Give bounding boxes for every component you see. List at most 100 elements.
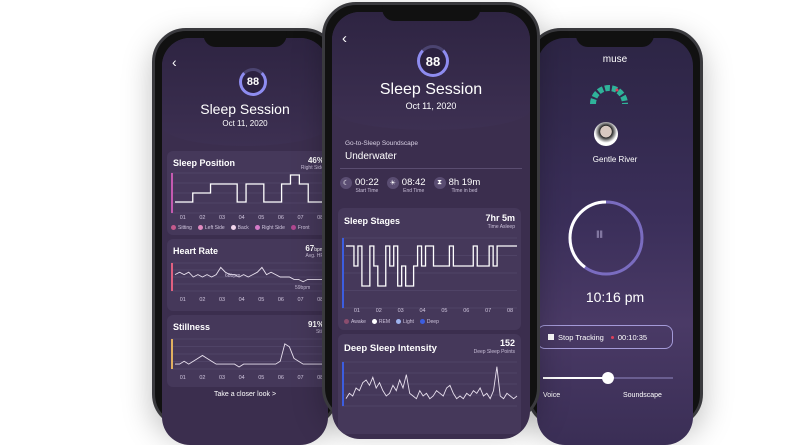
tick-label: 05 [258, 215, 265, 221]
tick-label: 02 [375, 308, 382, 314]
deep-sleep-chart [342, 361, 518, 407]
legend-label: Left Side [204, 225, 225, 231]
pause-icon[interactable]: ⏸ [595, 224, 604, 244]
tick-label: 05 [441, 308, 448, 314]
card-title: Sleep Stages [344, 216, 401, 226]
sleep-score-badge: 88 [417, 45, 449, 77]
tick-label: 03 [397, 308, 404, 314]
back-button[interactable]: ‹ [342, 30, 347, 47]
series-line [174, 266, 326, 283]
legend-swatch [254, 225, 260, 231]
legend-swatch [230, 225, 236, 231]
card-sub: Avg. HR [305, 253, 324, 259]
tick-label: 06 [277, 375, 284, 381]
slider-right-label: Soundscape [623, 392, 662, 399]
tick-label: 03 [219, 215, 226, 221]
legend-label: Light [403, 319, 414, 325]
tick-label: 01 [179, 297, 186, 303]
tick-label: 05 [258, 375, 265, 381]
tick-label: 05 [258, 297, 265, 303]
legend-item: Sitting [171, 225, 192, 231]
tick-label: 06 [277, 215, 284, 221]
stop-tracking-button[interactable]: Stop Tracking 00:10:35 [537, 325, 673, 349]
card-value: 7hr 5m [485, 213, 515, 223]
tick-label: 03 [219, 375, 226, 381]
legend-swatch [371, 319, 377, 325]
artist-name: Gentle River [592, 155, 638, 164]
card-title: Sleep Position [173, 158, 236, 168]
series-line [175, 174, 326, 203]
x-axis-ticks: 01 02 03 04 05 06 07 08 [173, 297, 328, 303]
tick-label: 01 [179, 375, 186, 381]
current-time: 10:16 pm [585, 289, 645, 305]
left-screen: ‹ 88 Sleep Session Oct 11, 2020 Sleep Po… [162, 38, 328, 445]
unit: bpm [314, 247, 324, 253]
tick-label: 03 [219, 297, 226, 303]
sleep-stages-card[interactable]: Sleep Stages 7hr 5m Time Asleep 01 02 03 04… [338, 208, 521, 330]
tick-label: 02 [199, 375, 206, 381]
sun-icon: ☀ [386, 177, 399, 189]
tick-label: 01 [179, 215, 186, 221]
tick-label: 04 [238, 215, 245, 221]
notch [382, 5, 480, 21]
middle-screen: ‹ 88 Sleep Session Oct 11, 2020 Go-to-Sl… [332, 12, 530, 439]
slider-fill [543, 377, 608, 379]
tick-label: 04 [238, 297, 245, 303]
tick-label: 02 [199, 297, 206, 303]
headband-icon [590, 85, 628, 105]
middle-phone: ‹ 88 Sleep Session Oct 11, 2020 Go-to-Sl… [322, 2, 540, 439]
tick-label: 01 [353, 308, 360, 314]
back-button[interactable]: ‹ [172, 54, 177, 70]
tick-label: 04 [419, 308, 426, 314]
slider-left-label: Voice [543, 392, 561, 399]
tick-label: 06 [277, 297, 284, 303]
legend-swatch [171, 225, 176, 231]
right-screen: muse Gentle River ⏸ 10:16 pm Stop Tracki… [537, 38, 693, 445]
divider [340, 168, 522, 169]
legend-item: Left Side [197, 225, 225, 231]
card-value: 67 [305, 244, 315, 253]
moon-icon: ☾ [340, 177, 352, 189]
stillness-card[interactable]: Stillness 91% Still 01 02 03 04 05 06 07 08 [167, 315, 328, 387]
legend-item: Awake [344, 319, 366, 325]
legend-item: Right Side [254, 225, 285, 231]
heart-rate-card[interactable]: Heart Rate 67bpm Avg. HR 68bpm 59bpm 01 0… [167, 239, 328, 311]
tick-label: 06 [463, 308, 470, 314]
soundscape-value[interactable]: Underwater [345, 151, 397, 162]
sleep-position-chart [171, 172, 326, 214]
tick-label: 08 [507, 308, 514, 314]
legend: Sitting Left Side Back Right Side Front [171, 225, 310, 231]
timer-progress [568, 200, 644, 276]
soundscape-label: Go-to-Sleep Soundscape [345, 140, 418, 147]
tick-label: 04 [238, 375, 245, 381]
legend-swatch [396, 319, 402, 325]
tick-label: 08 [317, 215, 324, 221]
axis-color-bar [342, 362, 344, 406]
time-label: End Time [403, 188, 425, 194]
x-axis-ticks: 01 02 03 04 05 06 07 08 [173, 375, 328, 381]
time-label: Start Time [355, 188, 379, 194]
card-sub: Still [315, 329, 324, 335]
take-closer-look-link[interactable]: Take a closer look > [213, 391, 277, 398]
deep-sleep-card[interactable]: Deep Sleep Intensity 152 Deep Sleep Poin… [338, 334, 521, 434]
sleep-position-card[interactable]: Sleep Position 46% Right Side 01 02 03 04 05… [167, 151, 328, 235]
legend-label: Back [237, 225, 249, 231]
annotation: 59bpm [295, 285, 311, 291]
session-date: Oct 11, 2020 [405, 101, 457, 111]
slider-knob[interactable] [602, 372, 614, 384]
axis-color-bar [171, 339, 173, 369]
tick-label: 07 [297, 215, 304, 221]
legend-item: Front [290, 225, 310, 231]
voice-soundscape-slider[interactable] [543, 372, 673, 384]
card-value: 152 [499, 338, 515, 348]
recording-dot-icon [610, 335, 614, 339]
legend-item: REM [371, 319, 390, 325]
legend-label: Deep [426, 319, 439, 325]
time-stat: ☾ 00:22 Start Time [340, 177, 379, 194]
legend-item: Back [230, 225, 249, 231]
tick-label: 07 [297, 375, 304, 381]
card-title: Heart Rate [173, 246, 219, 256]
axis-color-bar [171, 263, 173, 291]
notch [203, 31, 287, 47]
legend-label: Sitting [178, 225, 192, 231]
